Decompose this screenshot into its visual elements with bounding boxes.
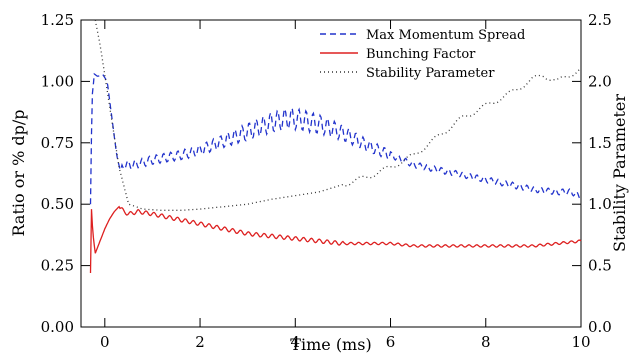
- y-right-tick-label: 0.0: [588, 318, 612, 336]
- y-left-tick-label: 0.25: [41, 257, 74, 275]
- y-right-tick-label: 2.5: [588, 11, 612, 29]
- y-left-tick-label: 1.00: [41, 72, 74, 90]
- series-line-stability-parameter: [94, 19, 582, 211]
- legend-label-stability-parameter: Stability Parameter: [366, 66, 495, 81]
- x-axis-label: Time (ms): [290, 335, 371, 354]
- y-axis-label-right: Stability Parameter: [610, 94, 629, 252]
- y-right-tick-label: 2.0: [588, 72, 612, 90]
- y-right-tick-label: 1.0: [588, 195, 612, 213]
- x-tick-label: 10: [571, 333, 590, 351]
- series-group: [89, 19, 582, 274]
- y-left-tick-label: 1.25: [41, 11, 74, 29]
- y-right-tick-label: 1.5: [588, 134, 612, 152]
- series-line-bunching-factor: [89, 205, 582, 274]
- plot-frame: [80, 19, 582, 328]
- y-left-tick-label: 0.00: [41, 318, 74, 336]
- legend-label-bunching-factor: Bunching Factor: [366, 47, 476, 62]
- x-tick-label: 6: [386, 333, 396, 351]
- x-tick-label: 8: [481, 333, 491, 351]
- y-left-tick-label: 0.75: [41, 134, 74, 152]
- x-tick-label: 2: [195, 333, 205, 351]
- legend: Max Momentum Spread Bunching Factor Stab…: [320, 28, 525, 81]
- axis-ticks: 0 2 4 6 8 10 0.00 0.25 0.50 0.75 1.00 1.25 0.0 0.5 1.0…: [41, 11, 612, 351]
- x-tick-label: 0: [100, 333, 110, 351]
- y-left-tick-label: 0.50: [41, 195, 74, 213]
- series-line-max-momentum-spread: [89, 72, 582, 205]
- x-tick-label: 4: [291, 333, 301, 351]
- y-axis-label-left: Ratio or % dp/p: [9, 110, 28, 237]
- y-right-tick-label: 0.5: [588, 257, 612, 275]
- legend-label-max-momentum-spread: Max Momentum Spread: [366, 28, 525, 43]
